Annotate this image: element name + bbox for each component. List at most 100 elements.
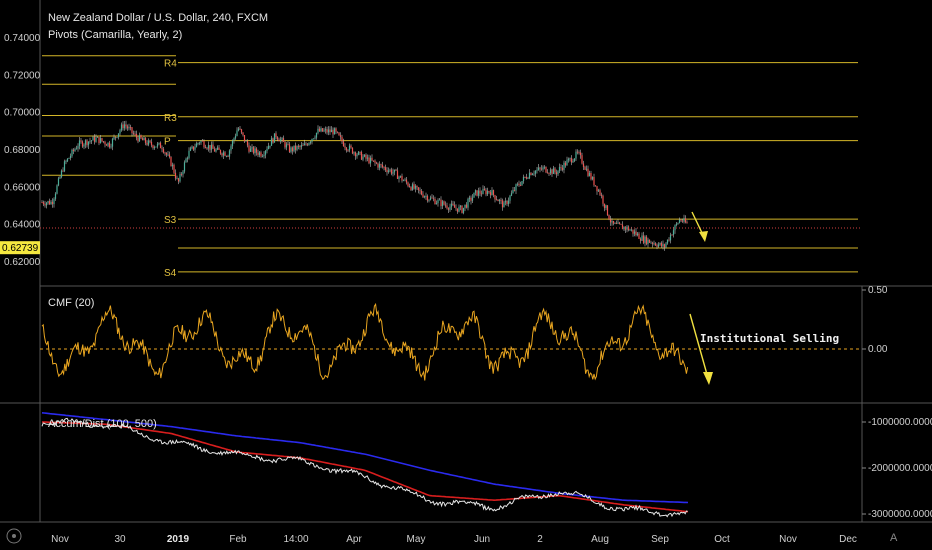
candle-body — [357, 151, 360, 155]
candle-body — [371, 157, 373, 161]
candle-body — [146, 142, 148, 145]
candle-body — [413, 184, 415, 189]
candle-body — [165, 153, 168, 155]
candle-body — [354, 152, 357, 157]
candle-body — [336, 131, 339, 133]
candle-body — [434, 199, 436, 205]
candle-body — [155, 146, 157, 148]
candle-body — [416, 185, 418, 188]
candle-body — [296, 146, 298, 150]
pivot-label-s3: S3 — [164, 215, 177, 226]
candle-body — [266, 149, 268, 151]
candle-body — [557, 170, 559, 175]
time-tick-label: Feb — [229, 534, 247, 545]
candle-body — [531, 174, 534, 176]
candle-body — [90, 140, 93, 142]
candle-body — [200, 140, 202, 143]
candle-body — [120, 124, 123, 131]
candle-body — [201, 140, 204, 142]
candle-body — [72, 149, 75, 152]
candles — [41, 120, 688, 251]
auto-scale-toggle[interactable]: A — [890, 532, 898, 544]
candle-body — [530, 172, 532, 176]
candle-body — [231, 140, 234, 147]
candle-body — [288, 144, 291, 152]
candle-body — [317, 128, 319, 133]
time-axis[interactable]: Nov 30 2019 Feb 14:00 Apr May Jun 2 Aug Oct Nov Dec S… — [51, 534, 857, 545]
price-y-axis[interactable]: 0.74000 0.72000 0.70000 0.68000 0.66000 0.640… — [4, 33, 41, 268]
accum-dist-indicator-label[interactable]: Accum/Dist (100, 500) — [48, 418, 157, 430]
candle-body — [500, 199, 502, 201]
time-tick-label: Nov — [51, 534, 69, 545]
candle-body — [225, 155, 228, 157]
candle-body — [545, 166, 547, 173]
candle-body — [308, 142, 310, 146]
candle-body — [585, 168, 588, 170]
candle-body — [519, 185, 522, 186]
candle-body — [618, 222, 621, 224]
time-tick-label: Aug — [591, 534, 609, 545]
candle-body — [324, 129, 327, 131]
candle-body — [339, 135, 342, 137]
candle-body — [107, 142, 109, 146]
candle-body — [117, 133, 120, 138]
candle-body — [560, 167, 562, 168]
candle-body — [402, 180, 405, 182]
candle-body — [287, 144, 289, 146]
candle-body — [432, 198, 435, 200]
candle-body — [194, 147, 196, 150]
annotation-institutional-selling: Institutional Selling — [700, 332, 839, 345]
accum-dist-y-axis[interactable]: -1000000.00000 -2000000.00000 -3000000.000… — [862, 417, 932, 520]
candle-body — [404, 179, 406, 181]
cmf-indicator-label[interactable]: CMF (20) — [48, 297, 94, 309]
candle-body — [132, 133, 135, 134]
candle-body — [206, 148, 208, 149]
candle-body — [681, 220, 684, 222]
candle-body — [143, 137, 145, 141]
candle-body — [417, 187, 420, 191]
candle-body — [677, 222, 679, 224]
candle-body — [108, 142, 111, 148]
candle-body — [251, 147, 253, 149]
candle-body — [554, 168, 556, 173]
candle-body — [89, 140, 91, 142]
cmf-y-axis[interactable]: 0.50 0.00 — [862, 285, 888, 355]
candle-body — [642, 235, 645, 243]
candle-body — [129, 127, 132, 128]
candle-body — [263, 154, 265, 157]
price-tick-label: 0.74000 — [4, 33, 41, 44]
candle-body — [399, 175, 402, 177]
ad-fast-ma-line — [41, 421, 689, 513]
candle-body — [98, 136, 100, 144]
candle-body — [75, 148, 78, 150]
candle-body — [630, 229, 633, 231]
candle-body — [504, 201, 507, 203]
candle-body — [45, 202, 48, 206]
candle-body — [335, 128, 337, 132]
candle-body — [452, 203, 454, 206]
cmf-pane[interactable]: Institutional Selling CMF (20) 0.50 0.00 — [40, 285, 888, 385]
candle-body — [246, 140, 249, 146]
candle-body — [660, 242, 663, 247]
candle-body — [573, 158, 576, 162]
candle-body — [360, 152, 363, 160]
candle-body — [168, 154, 171, 157]
ad-slow-ma-line — [41, 412, 689, 504]
candle-body — [83, 144, 85, 147]
pivots-indicator-label[interactable]: Pivots (Camarilla, Yearly, 2) — [48, 29, 182, 41]
candle-body — [666, 239, 669, 244]
candle-body — [269, 145, 271, 147]
candle-body — [284, 141, 286, 148]
candle-body — [47, 201, 49, 203]
candle-body — [333, 128, 336, 135]
candle-body — [41, 202, 43, 204]
candle-body — [330, 129, 333, 133]
candle-body — [207, 145, 210, 149]
candle-body — [221, 153, 223, 156]
candle-body — [663, 244, 666, 248]
accum-dist-pane[interactable]: Accum/Dist (100, 500) -1000000.00000 -200… — [41, 412, 932, 520]
candle-body — [134, 133, 136, 135]
candle-body — [471, 197, 474, 201]
candle-body — [414, 185, 417, 189]
